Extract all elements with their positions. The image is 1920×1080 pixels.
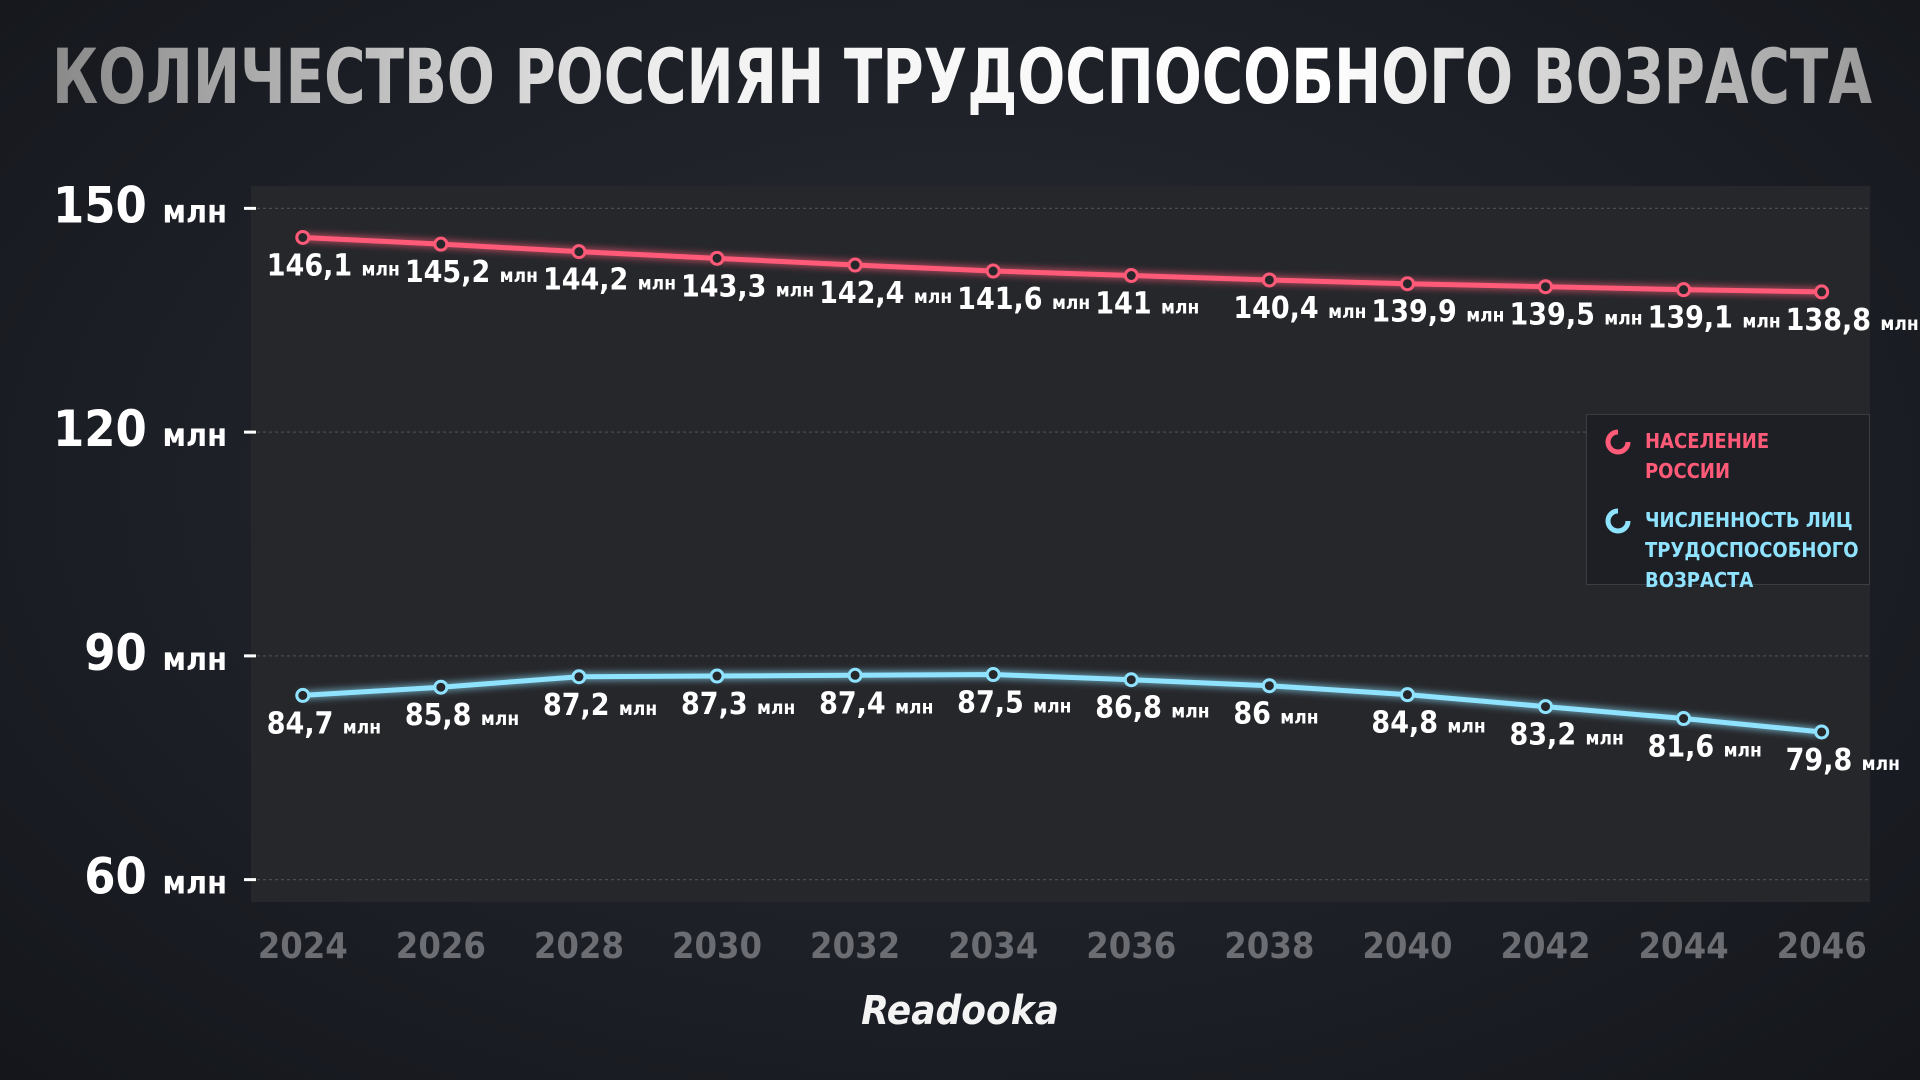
- data-point: [1261, 678, 1277, 694]
- x-tick-label: 2026: [396, 926, 486, 967]
- x-tick-label: 2030: [672, 926, 762, 967]
- data-point: [433, 236, 449, 252]
- series-line: [302, 234, 1822, 295]
- data-point: [847, 257, 863, 273]
- x-tick-label: 2024: [258, 926, 348, 967]
- data-label: 81,6 млн: [1648, 730, 1762, 765]
- data-point: [985, 263, 1001, 279]
- data-point: [1399, 276, 1415, 292]
- x-tick-label: 2044: [1639, 926, 1729, 967]
- data-point: [709, 250, 725, 266]
- y-tick-label: 120 млн: [53, 400, 227, 458]
- data-point: [571, 669, 587, 685]
- data-point: [295, 229, 311, 245]
- x-tick-label: 2042: [1500, 926, 1590, 967]
- data-point: [1814, 724, 1830, 740]
- legend-item: ЧИСЛЕННОСТЬ ЛИЦ ТРУДОСПОСОБНОГО ВОЗРАСТА: [1605, 508, 1859, 595]
- data-label: 86,8 млн: [1095, 691, 1209, 726]
- data-point: [1399, 687, 1415, 703]
- data-label: 139,9 млн: [1371, 295, 1504, 330]
- x-tick-label: 2036: [1086, 926, 1176, 967]
- legend-ring: [1605, 429, 1631, 455]
- data-label: 144,2 млн: [543, 263, 676, 298]
- data-point: [1676, 282, 1692, 298]
- legend-marker: [1605, 429, 1631, 455]
- data-point: [985, 667, 1001, 683]
- data-label: 138,8 млн: [1786, 303, 1919, 338]
- y-tick-label: 60 млн: [84, 848, 227, 906]
- data-label: 143,3 млн: [681, 269, 814, 304]
- data-label: 139,5 млн: [1510, 298, 1643, 333]
- data-point: [295, 687, 311, 703]
- x-tick-label: 2038: [1224, 926, 1314, 967]
- data-point: [571, 244, 587, 260]
- x-tick-label: 2046: [1777, 926, 1867, 967]
- data-point: [1814, 284, 1830, 300]
- data-label: 87,2 млн: [543, 688, 657, 723]
- data-label: 141 млн: [1095, 287, 1199, 322]
- data-point: [1123, 672, 1139, 688]
- data-label: 141,6 млн: [957, 282, 1090, 317]
- data-point: [1261, 272, 1277, 288]
- data-label: 86 млн: [1233, 697, 1318, 732]
- data-label: 87,5 млн: [957, 686, 1071, 721]
- legend-item: НАСЕЛЕНИЕ РОССИИ: [1605, 429, 1855, 486]
- data-label: 84,7 млн: [267, 706, 381, 741]
- legend-marker: [1605, 508, 1631, 534]
- data-label: 87,3 млн: [681, 687, 795, 722]
- data-label: 142,4 млн: [819, 276, 952, 311]
- data-point: [1676, 711, 1692, 727]
- data-point: [1538, 699, 1554, 715]
- chart-title: КОЛИЧЕСТВО РОССИЯН ТРУДОСПОСОБНОГО ВОЗРА…: [52, 32, 1872, 121]
- data-label: 83,2 млн: [1510, 718, 1624, 753]
- x-tick-label: 2032: [810, 926, 900, 967]
- y-tick-label: 150 млн: [53, 176, 227, 234]
- data-point: [847, 667, 863, 683]
- legend-ring: [1605, 508, 1631, 534]
- data-label: 85,8 млн: [405, 698, 519, 733]
- data-label: 140,4 млн: [1233, 291, 1366, 326]
- data-point: [709, 668, 725, 684]
- data-point: [1123, 268, 1139, 283]
- data-label: 145,2 млн: [405, 255, 538, 290]
- series-line: [302, 672, 1822, 735]
- data-label: 146,1 млн: [267, 248, 400, 283]
- data-point: [433, 679, 449, 695]
- logo: Readooka: [861, 988, 1059, 1034]
- data-label: 79,8 млн: [1786, 743, 1900, 778]
- y-tick-label: 90 млн: [84, 624, 227, 682]
- data-label: 139,1 млн: [1648, 301, 1781, 336]
- x-tick-label: 2040: [1362, 926, 1452, 967]
- legend: НАСЕЛЕНИЕ РОССИИ ЧИСЛЕННОСТЬ ЛИЦ ТРУДОСПО…: [1586, 414, 1870, 592]
- legend-label: ЧИСЛЕННОСТЬ ЛИЦ ТРУДОСПОСОБНОГО ВОЗРАСТА: [1645, 508, 1859, 592]
- legend-label: НАСЕЛЕНИЕ РОССИИ: [1645, 429, 1770, 483]
- x-tick-label: 2028: [534, 926, 624, 967]
- data-label: 87,4 млн: [819, 686, 933, 721]
- x-tick-label: 2034: [948, 926, 1038, 967]
- data-point: [1538, 279, 1554, 295]
- data-label: 84,8 млн: [1371, 706, 1485, 741]
